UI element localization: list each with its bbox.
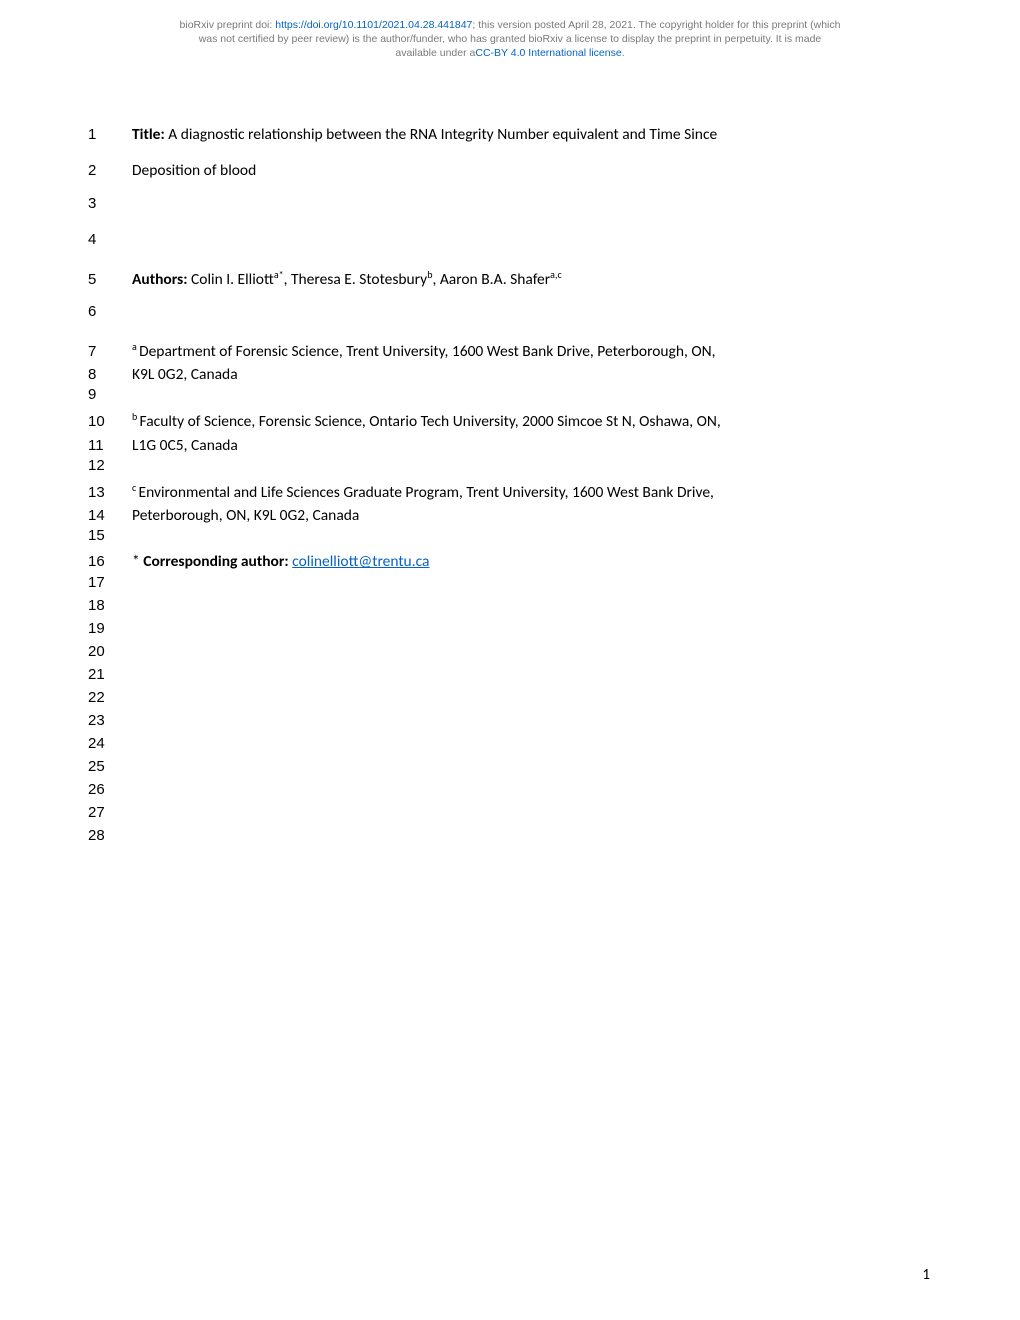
manuscript-line: 21 bbox=[88, 666, 932, 689]
body-text: Colin I. Elliott bbox=[191, 270, 274, 289]
manuscript-line: 24 bbox=[88, 735, 932, 758]
manuscript-line: 17 bbox=[88, 574, 932, 597]
line-number: 16 bbox=[88, 553, 132, 570]
superscript-text: b bbox=[132, 410, 140, 423]
manuscript-line: 1Title: A diagnostic relationship betwee… bbox=[88, 123, 932, 159]
manuscript-line: 22 bbox=[88, 689, 932, 712]
manuscript-line: 10b Faculty of Science, Forensic Science… bbox=[88, 409, 932, 433]
line-text: K9L 0G2, Canada bbox=[132, 363, 238, 386]
line-number: 7 bbox=[88, 343, 132, 360]
manuscript-line: 12 bbox=[88, 457, 932, 480]
body-text: K9L 0G2, Canada bbox=[132, 365, 238, 384]
line-number: 11 bbox=[88, 437, 132, 454]
line-number: 13 bbox=[88, 484, 132, 501]
line-number: 9 bbox=[88, 386, 132, 403]
body-text: A diagnostic relationship between the RN… bbox=[168, 125, 717, 144]
line-number: 19 bbox=[88, 620, 132, 637]
line-number: 28 bbox=[88, 827, 132, 844]
manuscript-line: 11L1G 0C5, Canada bbox=[88, 434, 932, 457]
manuscript-line: 28 bbox=[88, 827, 932, 850]
manuscript-line: 3 bbox=[88, 195, 932, 231]
line-number: 2 bbox=[88, 162, 132, 179]
manuscript-line: 7a Department of Forensic Science, Trent… bbox=[88, 339, 932, 363]
manuscript-line: 26 bbox=[88, 781, 932, 804]
body-text: , Aaron B.A. Shafer bbox=[432, 270, 550, 289]
manuscript-line: 19 bbox=[88, 620, 932, 643]
email-link[interactable]: colinelliott@trentu.ca bbox=[292, 552, 429, 571]
line-text: c Environmental and Life Sciences Gradua… bbox=[132, 480, 714, 504]
line-number: 8 bbox=[88, 366, 132, 383]
body-text: L1G 0C5, Canada bbox=[132, 436, 238, 455]
line-number: 5 bbox=[88, 271, 132, 288]
manuscript-line: 25 bbox=[88, 758, 932, 781]
line-text: L1G 0C5, Canada bbox=[132, 434, 238, 457]
preprint-header: bioRxiv preprint doi: https://doi.org/10… bbox=[0, 0, 1020, 65]
body-text: Deposition of blood bbox=[132, 161, 256, 180]
bold-text: Corresponding author: bbox=[143, 552, 292, 571]
body-text: Department of Forensic Science, Trent Un… bbox=[139, 342, 715, 361]
manuscript-line: 6 bbox=[88, 303, 932, 339]
superscript-text: a* bbox=[274, 268, 284, 281]
line-text: * Corresponding author: colinelliott@tre… bbox=[132, 550, 429, 573]
line-number: 27 bbox=[88, 804, 132, 821]
manuscript-line: 2Deposition of blood bbox=[88, 159, 932, 195]
manuscript-line: 20 bbox=[88, 643, 932, 666]
license-link[interactable]: CC-BY 4.0 International license bbox=[475, 47, 621, 59]
line-number: 15 bbox=[88, 527, 132, 544]
line-number: 10 bbox=[88, 413, 132, 430]
line-number: 17 bbox=[88, 574, 132, 591]
manuscript-body: 1Title: A diagnostic relationship betwee… bbox=[0, 65, 1020, 850]
manuscript-line: 16* Corresponding author: colinelliott@t… bbox=[88, 550, 932, 573]
line-number: 23 bbox=[88, 712, 132, 729]
header-line2: was not certified by peer review) is the… bbox=[199, 33, 822, 45]
line-text: Authors: Colin I. Elliotta*, Theresa E. … bbox=[132, 267, 562, 291]
manuscript-line: 9 bbox=[88, 386, 932, 409]
line-number: 22 bbox=[88, 689, 132, 706]
superscript-text: a bbox=[132, 340, 139, 353]
superscript-text: a,c bbox=[550, 268, 562, 281]
header-line3-pre: available under a bbox=[395, 47, 475, 59]
manuscript-line: 4 bbox=[88, 231, 932, 267]
body-text: Faculty of Science, Forensic Science, On… bbox=[140, 412, 721, 431]
manuscript-line: 14Peterborough, ON, K9L 0G2, Canada bbox=[88, 504, 932, 527]
header-line3-post: . bbox=[622, 47, 625, 59]
manuscript-line: 15 bbox=[88, 527, 932, 550]
line-number: 26 bbox=[88, 781, 132, 798]
manuscript-line: 18 bbox=[88, 597, 932, 620]
manuscript-line: 23 bbox=[88, 712, 932, 735]
body-text: * bbox=[132, 552, 143, 571]
body-text: , Theresa E. Stotesbury bbox=[284, 270, 428, 289]
line-number: 1 bbox=[88, 126, 132, 143]
line-text: Deposition of blood bbox=[132, 159, 256, 182]
line-text: Peterborough, ON, K9L 0G2, Canada bbox=[132, 504, 359, 527]
bold-text: Authors: bbox=[132, 270, 191, 289]
line-text: Title: A diagnostic relationship between… bbox=[132, 123, 717, 146]
line-number: 14 bbox=[88, 507, 132, 524]
page-number: 1 bbox=[922, 1266, 930, 1284]
body-text: Environmental and Life Sciences Graduate… bbox=[139, 483, 714, 502]
line-number: 25 bbox=[88, 758, 132, 775]
line-number: 6 bbox=[88, 303, 132, 320]
line-number: 18 bbox=[88, 597, 132, 614]
line-number: 4 bbox=[88, 231, 132, 248]
line-number: 3 bbox=[88, 195, 132, 212]
header-line1-pre: bioRxiv preprint doi: bbox=[180, 19, 276, 31]
manuscript-line: 13c Environmental and Life Sciences Grad… bbox=[88, 480, 932, 504]
line-number: 21 bbox=[88, 666, 132, 683]
manuscript-line: 8K9L 0G2, Canada bbox=[88, 363, 932, 386]
line-number: 24 bbox=[88, 735, 132, 752]
line-number: 20 bbox=[88, 643, 132, 660]
line-number: 12 bbox=[88, 457, 132, 474]
doi-link[interactable]: https://doi.org/10.1101/2021.04.28.44184… bbox=[275, 19, 472, 31]
manuscript-line: 27 bbox=[88, 804, 932, 827]
body-text: Peterborough, ON, K9L 0G2, Canada bbox=[132, 506, 359, 525]
bold-text: Title: bbox=[132, 125, 168, 144]
line-text: a Department of Forensic Science, Trent … bbox=[132, 339, 715, 363]
line-text: b Faculty of Science, Forensic Science, … bbox=[132, 409, 721, 433]
manuscript-line: 5Authors: Colin I. Elliotta*, Theresa E.… bbox=[88, 267, 932, 303]
header-line1-post: ; this version posted April 28, 2021. Th… bbox=[472, 19, 840, 31]
